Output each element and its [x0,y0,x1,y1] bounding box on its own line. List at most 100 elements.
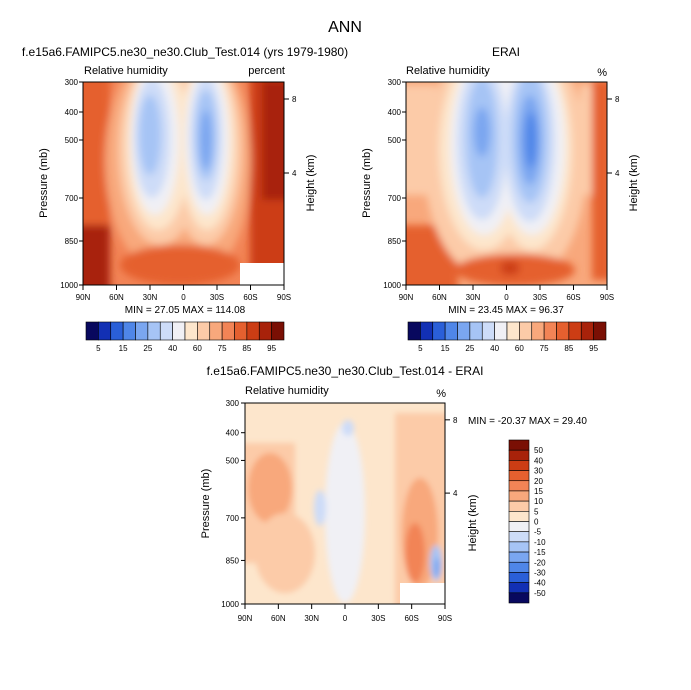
colorbar-label: 25 [465,344,474,353]
y2-tick-label: 8 [292,95,297,104]
y2-tick-label: 4 [292,169,297,178]
y-tick-label: 300 [65,78,79,87]
x-ticks: 90N 60N 30N 0 30S 60S 90S [238,614,452,623]
x-tick-label: 90S [600,293,614,302]
y-ticks: 300 400 500 700 850 1000 [60,78,78,290]
x-tick-label: 0 [504,293,509,302]
y2-ticks: 8 4 [292,95,297,178]
colorbar-swatch [494,321,508,341]
x-tick-label: 0 [181,293,186,302]
colorbar-swatch [508,561,530,573]
colorbar-label: 15 [534,487,543,496]
panel-model: f.e15a6.FAMIPC5.ne30_ne30.Club_Test.014 … [22,45,348,353]
x-ticks: 90N 60N 30N 0 30S 60S 90S [76,293,291,302]
colorbar-swatch [159,321,173,341]
colorbar-swatches [85,321,285,341]
colorbar-labels: 5 15 25 40 60 75 85 95 [96,344,276,353]
colorbar-label: -50 [534,589,546,598]
y-axis-label: Pressure (mb) [38,148,50,218]
colorbar-swatch [508,490,530,502]
x-tick-label: 60S [405,614,419,623]
colorbar-label: 15 [441,344,450,353]
colorbar-swatch [556,321,570,341]
colorbar: 5 15 25 40 60 75 85 95 [407,321,607,353]
colorbar-swatch [508,500,530,512]
x-tick-label: 90S [277,293,291,302]
y-tick-label: 500 [65,136,79,145]
colorbar-swatch [593,321,607,341]
colorbar-swatch [147,321,161,341]
y2-axis-label: Height (km) [305,155,317,212]
colorbar-swatch [508,592,530,604]
x-tick-label: 30S [371,614,385,623]
colorbar-swatches [407,321,607,341]
y-axis-label: Pressure (mb) [200,469,212,539]
colorbar-label: 10 [534,497,543,506]
colorbar-label: 5 [96,344,101,353]
colorbar-swatch [508,541,530,553]
colorbar-label: 95 [267,344,276,353]
colorbar-swatch [444,321,458,341]
y2-tick-label: 8 [615,95,620,104]
colorbar-swatch [508,551,530,563]
y-tick-label: 850 [226,556,240,565]
colorbar-label: 95 [589,344,598,353]
colorbar-swatch [508,531,530,543]
y-tick-label: 500 [226,456,240,465]
panel-right-label: percent [248,65,285,77]
colorbar-label: 60 [193,344,202,353]
colorbar-label: 60 [515,344,524,353]
colorbar-swatch [508,480,530,492]
min-max-stats: MIN = -20.37 MAX = 29.40 [468,416,587,427]
colorbar-label: -15 [534,548,546,557]
y-tick-label: 400 [226,429,240,438]
panel-left-label: Relative humidity [406,65,490,77]
colorbar-label: -40 [534,579,546,588]
colorbar-swatch [209,321,223,341]
y-tick-label: 1000 [60,281,78,290]
y-tick-label: 400 [65,108,79,117]
colorbar-swatch [508,470,530,482]
colorbar-swatch [122,321,136,341]
x-tick-label: 60S [566,293,580,302]
x-tick-label: 60S [243,293,257,302]
colorbar-swatch [457,321,471,341]
colorbar-label: -10 [534,538,546,547]
colorbar-swatch [85,321,99,341]
x-tick-label: 60N [109,293,124,302]
colorbar-swatch [234,321,248,341]
colorbar-swatch [98,321,112,341]
y2-tick-label: 4 [453,489,458,498]
y-tick-label: 850 [388,237,402,246]
colorbar-swatch [221,321,235,341]
colorbar-label: 40 [168,344,177,353]
x-tick-label: 30N [466,293,481,302]
colorbar-labels: 5 15 25 40 60 75 85 95 [418,344,598,353]
colorbar-label: 75 [540,344,549,353]
x-ticks: 90N 60N 30N 0 30S 60S 90S [399,293,614,302]
x-tick-label: 0 [343,614,348,623]
y-axis-label: Pressure (mb) [361,148,373,218]
colorbar-swatch [407,321,421,341]
difference-field [245,403,445,604]
colorbar-swatch [519,321,533,341]
y2-tick-label: 8 [453,416,458,425]
panel-left-label: Relative humidity [84,65,168,77]
colorbar-swatch [508,521,530,532]
panel-difference: f.e15a6.FAMIPC5.ne30_ne30.Club_Test.014 … [200,364,587,623]
colorbar-swatch [580,321,594,341]
colorbar-label: 20 [534,477,543,486]
colorbar-label: 40 [534,456,543,465]
y2-ticks: 8 4 [615,95,620,178]
colorbar-swatch [469,321,483,341]
colorbar-swatch [508,511,530,522]
figure-title: ANN [328,19,362,36]
colorbar-label: -20 [534,558,546,567]
colorbar-swatch [184,321,198,341]
panel-title: f.e15a6.FAMIPC5.ne30_ne30.Club_Test.014 … [22,45,348,59]
colorbar-swatch [508,449,530,461]
colorbar-swatch [506,321,520,341]
colorbar-label: 15 [119,344,128,353]
colorbar-label: 5 [418,344,423,353]
